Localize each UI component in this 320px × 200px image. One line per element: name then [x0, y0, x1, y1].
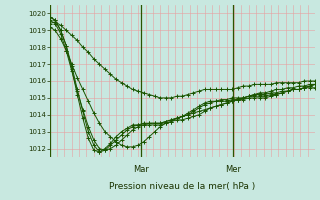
Text: Mer: Mer [225, 165, 241, 174]
Text: Pression niveau de la mer( hPa ): Pression niveau de la mer( hPa ) [109, 182, 256, 191]
Text: Mar: Mar [133, 165, 149, 174]
